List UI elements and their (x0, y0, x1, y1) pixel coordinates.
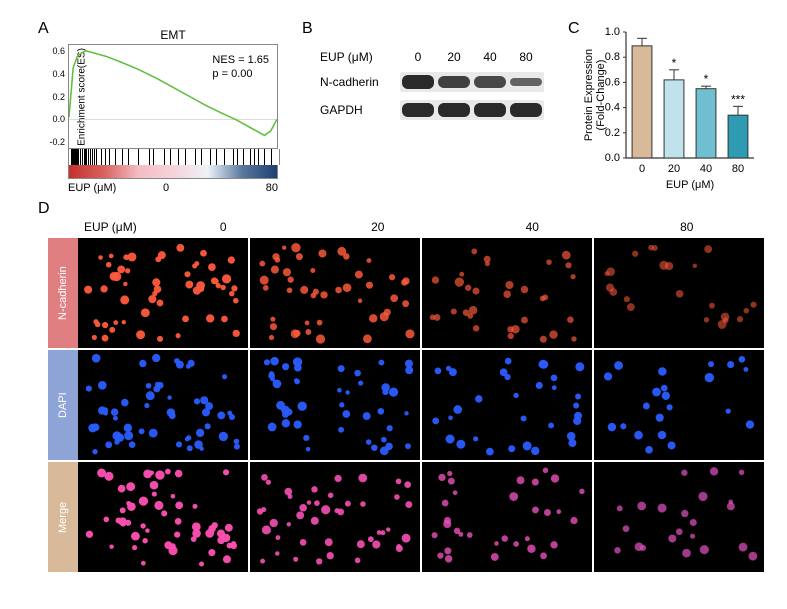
d-rowlabel: Merge (48, 462, 78, 572)
panel-c: 0.00.20.40.60.81.0Protein Expression(Fol… (580, 22, 760, 192)
wb-band (402, 103, 434, 117)
d-header: EUP (μM) 0 20 40 80 (48, 220, 764, 234)
wb-header: EUP (μM) 0 20 40 80 (320, 50, 550, 64)
gsea-xlabel: EUP (μM) (68, 182, 116, 194)
wb-band (474, 103, 506, 117)
svg-text:EUP (μM): EUP (μM) (666, 179, 714, 191)
gsea-nes: NES = 1.65 (212, 53, 269, 67)
label-c: C (568, 20, 580, 38)
panel-a: EMT Enrichment score(ES) -0.20.00.20.40.… (68, 28, 278, 194)
d-rowlabel: N-cadherin (48, 238, 78, 348)
d-col-1: 20 (301, 220, 456, 234)
d-col-0: 0 (146, 220, 301, 234)
gsea-title: EMT (68, 28, 278, 42)
wb-band (402, 75, 434, 89)
svg-text:80: 80 (732, 163, 744, 175)
label-a: A (38, 20, 49, 38)
d-cell (422, 238, 592, 348)
wb-band (438, 103, 470, 117)
d-col-3: 80 (610, 220, 765, 234)
svg-text:20: 20 (668, 163, 680, 175)
gsea-xrow: EUP (μM) 0 80 (68, 182, 278, 194)
wb-col-1: 20 (436, 50, 472, 64)
d-grid: N-cadherinDAPIMerge (48, 238, 764, 572)
d-cell (594, 350, 764, 460)
wb-row-label: GAPDH (320, 103, 400, 117)
svg-text:*: * (704, 72, 709, 86)
wb-band (438, 76, 470, 88)
d-conc-label: EUP (μM) (84, 220, 146, 234)
d-cell (250, 462, 420, 572)
wb-conc-label: EUP (μM) (320, 50, 400, 64)
wb-band (510, 103, 542, 117)
wb-band (510, 78, 542, 87)
d-cell (422, 462, 592, 572)
d-rowlabel: DAPI (48, 350, 78, 460)
panel-d: EUP (μM) 0 20 40 80 N-cadherinDAPIMerge (48, 220, 764, 572)
wb-col-2: 40 (472, 50, 508, 64)
wb-col-3: 80 (508, 50, 544, 64)
label-d: D (38, 200, 50, 218)
wb-rows: N-cadherin GAPDH (320, 72, 550, 120)
svg-text:Protein Expression: Protein Expression (583, 49, 595, 141)
d-cell (250, 238, 420, 348)
svg-text:***: *** (731, 92, 745, 106)
svg-text:40: 40 (700, 163, 712, 175)
d-col-2: 40 (455, 220, 610, 234)
d-cols (78, 238, 764, 572)
d-rowlabels: N-cadherinDAPIMerge (48, 238, 78, 572)
gsea-x-left: 0 (163, 182, 169, 194)
d-cell (422, 350, 592, 460)
wb-row: GAPDH (320, 100, 550, 120)
d-cell (78, 350, 248, 460)
gsea-stats: NES = 1.65 p = 0.00 (212, 53, 269, 82)
svg-text:0.0: 0.0 (605, 152, 620, 164)
gsea-p: p = 0.00 (212, 67, 269, 81)
svg-text:*: * (672, 56, 677, 70)
gsea-rug (68, 149, 280, 165)
wb-band (474, 76, 506, 87)
d-cell (78, 462, 248, 572)
gsea-yticks: -0.20.00.20.40.6 (45, 45, 67, 148)
gsea-gradient (68, 165, 278, 179)
wb-row: N-cadherin (320, 72, 550, 92)
d-cell (78, 238, 248, 348)
d-cell (250, 350, 420, 460)
wb-col-0: 0 (400, 50, 436, 64)
panel-b: EUP (μM) 0 20 40 80 N-cadherin GAPDH (320, 50, 550, 128)
d-cell (594, 462, 764, 572)
d-cell (594, 238, 764, 348)
svg-text:0: 0 (639, 163, 645, 175)
gsea-x-right: 80 (266, 182, 278, 194)
figure: A B C D EMT Enrichment score(ES) -0.20.0… (20, 20, 767, 589)
bar-chart: 0.00.20.40.60.81.0Protein Expression(Fol… (580, 22, 760, 192)
gsea-plot: Enrichment score(ES) -0.20.00.20.40.6 NE… (68, 44, 278, 149)
svg-text:(Fold-Change): (Fold-Change) (595, 60, 607, 131)
label-b: B (302, 20, 313, 38)
svg-text:1.0: 1.0 (605, 26, 620, 38)
wb-row-label: N-cadherin (320, 75, 400, 89)
